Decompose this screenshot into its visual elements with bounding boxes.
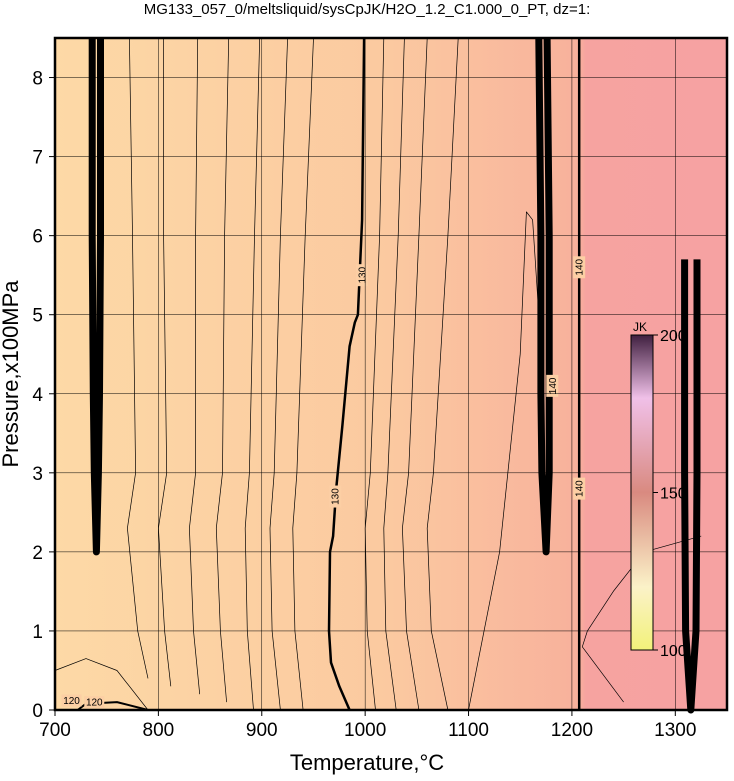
contour-label: 140: [548, 377, 559, 394]
plot-background: [55, 38, 727, 710]
contour-label: 130: [331, 488, 342, 505]
contour-line: [383, 37, 405, 711]
y-axis-label: Pressure,x100MPa: [0, 280, 23, 468]
contour-line: [292, 37, 314, 711]
x-tick-label: 900: [246, 720, 278, 741]
contour-line: [189, 37, 201, 695]
colorbar-label: JK: [633, 320, 647, 334]
y-tick-label: 1: [32, 622, 43, 643]
contour-label: 130: [358, 266, 369, 283]
x-tick-label: 1000: [344, 720, 386, 741]
colorbar-tick-label: 150: [660, 486, 687, 503]
contour-line: [215, 37, 230, 703]
contour-label: 140: [575, 480, 586, 497]
y-tick-label: 4: [32, 385, 43, 406]
colorbar-tick-label: 100: [660, 643, 687, 660]
colorbar: [630, 334, 654, 651]
contour-label-bg: [61, 694, 82, 707]
chart-title: MG133_057_0/meltsliquid/sysCpJK/H2O_1.2_…: [144, 1, 591, 18]
contour-line: [364, 37, 385, 711]
contour-line: [426, 37, 459, 711]
colorbar-tick-label: 200: [660, 328, 687, 345]
y-tick-label: 8: [32, 69, 43, 90]
x-tick-label: 1100: [448, 720, 489, 741]
contour-label: 140: [575, 258, 586, 275]
contour-line: [158, 38, 172, 687]
y-tick-label: 7: [32, 148, 43, 169]
contour-line: [127, 37, 149, 679]
x-tick-label: 800: [143, 720, 175, 741]
contour-label-bg: [329, 485, 342, 508]
y-tick-label: 5: [32, 306, 43, 327]
contour-label: 120: [86, 698, 103, 709]
contour-label-bg: [84, 696, 105, 709]
y-tick-label: 2: [32, 543, 43, 564]
plot-area: 130 130 140 140 140 120 120: [54, 37, 727, 714]
contour-line: [244, 37, 261, 711]
y-tick-label: 0: [32, 701, 43, 722]
y-tick-label: 3: [32, 464, 43, 485]
x-tick-label: 1300: [654, 720, 696, 741]
contour-label-bg: [573, 256, 586, 279]
plot-frame: [53, 36, 729, 712]
y-tick-label: 6: [32, 227, 43, 248]
contour-line: [581, 535, 702, 703]
contour-line: [269, 37, 288, 711]
x-axis-label: Temperature,°C: [290, 750, 444, 775]
contour-label-bg: [573, 477, 586, 500]
contour-label: 120: [63, 696, 80, 707]
x-tick-label: 700: [39, 720, 71, 741]
x-tick-label: 1200: [551, 720, 593, 741]
contour-line: [54, 658, 149, 711]
contour-line: [402, 37, 428, 711]
contour-label-bg: [546, 374, 559, 397]
